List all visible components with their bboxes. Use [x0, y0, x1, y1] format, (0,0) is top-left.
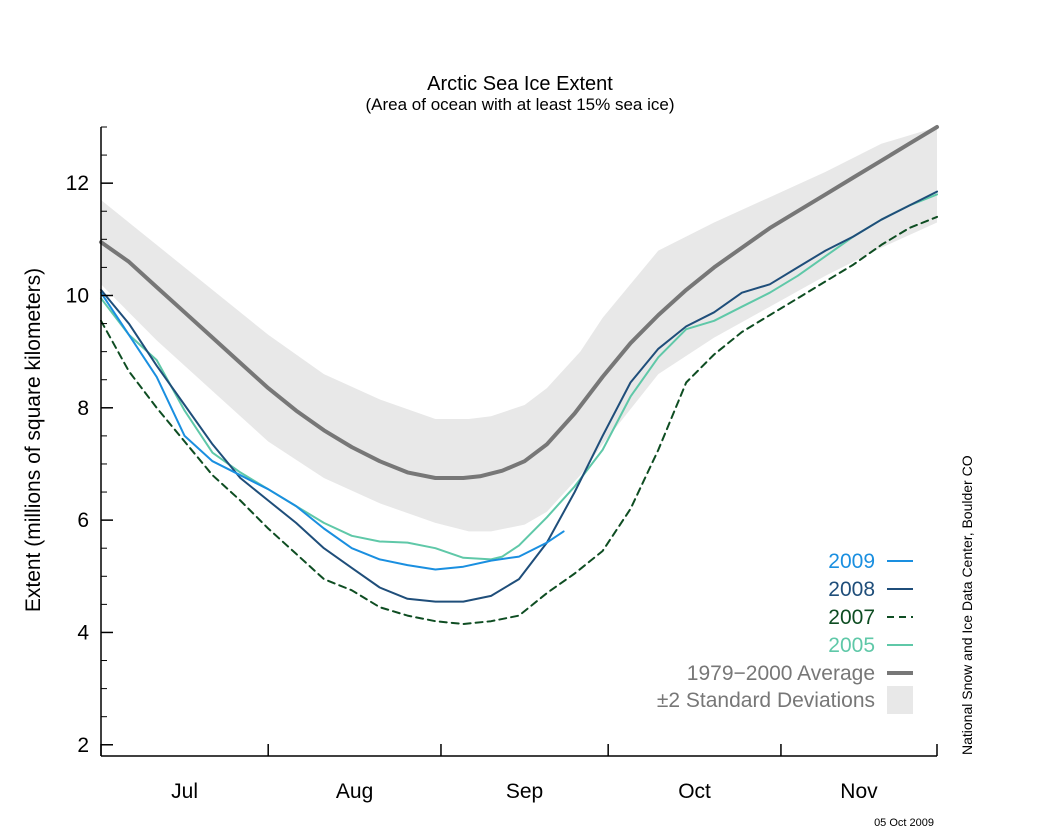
legend-swatch-2-standard-deviations: [887, 686, 913, 714]
x-tick-label-nov: Nov: [840, 780, 878, 803]
series-line-1979-2000-average: [99, 125, 939, 480]
y-tick-label: 2: [77, 734, 89, 757]
x-tick-label-jul: Jul: [171, 780, 198, 803]
x-tick-label-oct: Oct: [678, 780, 711, 803]
y-tick-label: 6: [77, 509, 89, 532]
x-tick-label-aug: Aug: [336, 780, 373, 803]
y-tick-label: 12: [66, 172, 89, 195]
legend-label-2008: 2008: [828, 578, 875, 601]
legend: 2009 2008 2007 2005 1979−2000 Average ±2 Stan…: [657, 550, 913, 714]
y-tick-label: 4: [77, 621, 89, 644]
date-stamp: 05 Oct 2009: [874, 817, 934, 829]
std-dev-band-layer: [101, 127, 937, 532]
y-axis-label: Extent (millions of square kilometers): [22, 268, 45, 612]
chart-title: Arctic Sea Ice Extent: [427, 73, 613, 95]
legend-label-2009: 2009: [828, 550, 875, 573]
axes-layer: 2 4 6 8 10 12 Jul Aug Sep Oct Nov: [66, 126, 938, 803]
series-line-2009: [100, 291, 565, 571]
legend-label-1979-2000-average: 1979−2000 Average: [687, 662, 875, 685]
legend-label-2-standard-deviations: ±2 Standard Deviations: [657, 689, 875, 712]
chart-subtitle: (Area of ocean with at least 15% sea ice…: [366, 95, 675, 114]
y-tick-label: 10: [66, 284, 89, 307]
series-line-2005: [100, 193, 938, 561]
credit-text: National Snow and Ice Data Center, Bould…: [959, 455, 975, 755]
series-line-2008: [100, 190, 938, 603]
y-tick-label: 8: [77, 397, 89, 420]
series-line-2007: [100, 215, 938, 625]
series-layer: [99, 125, 939, 625]
x-tick-label-sep: Sep: [506, 780, 543, 803]
legend-label-2005: 2005: [828, 634, 875, 657]
std-dev-band: [101, 127, 937, 532]
legend-label-2007: 2007: [828, 606, 875, 629]
